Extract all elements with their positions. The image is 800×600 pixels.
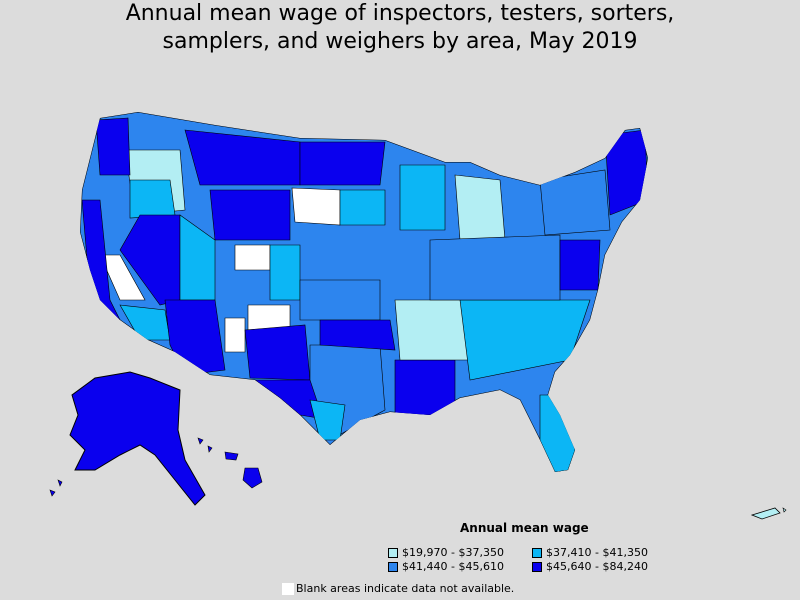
region-new-york (539, 169, 611, 236)
region-louisiana (394, 359, 456, 416)
region-washington-coast (95, 117, 131, 176)
hawaii-big-island (242, 467, 263, 489)
region-sd-east (339, 189, 386, 226)
legend-label-3: $41,440 - $45,610 (402, 560, 504, 573)
legend-item-2: $37,410 - $41,350 (532, 546, 648, 559)
no-data-note: Blank areas indicate data not available. (282, 582, 514, 595)
region-wisconsin (399, 164, 446, 231)
legend-label-2: $37,410 - $41,350 (546, 546, 648, 559)
region-wyoming (209, 189, 291, 241)
alaska-island-1 (57, 479, 63, 487)
continental-us (80, 112, 648, 472)
region-nm-blank (247, 304, 291, 331)
region-arizona (164, 299, 226, 376)
legend-label-4: $45,640 - $84,240 (546, 560, 648, 573)
map-title: Annual mean wage of inspectors, testers,… (0, 0, 800, 56)
region-ohio-indiana (429, 234, 561, 301)
alaska-island-2 (49, 489, 56, 497)
region-colorado-east (269, 244, 301, 301)
alaska (69, 371, 206, 506)
legend-swatch-4 (532, 561, 542, 572)
region-nevada-blank (99, 254, 146, 301)
legend-item-4: $45,640 - $84,240 (532, 560, 648, 573)
region-north-dakota (299, 141, 386, 186)
hawaii-island-1 (197, 437, 204, 445)
hawaii-island-2 (207, 445, 213, 453)
hawaii (197, 437, 263, 489)
puerto-rico (750, 507, 787, 520)
no-data-swatch (282, 582, 294, 595)
title-line-1: Annual mean wage of inspectors, testers,… (125, 1, 675, 26)
region-southeast-mixed (459, 299, 591, 381)
legend-title: Annual mean wage (460, 521, 589, 535)
legend-swatch-3 (388, 561, 398, 572)
virgin-island-1 (782, 507, 787, 513)
legend-item-3: $41,440 - $45,610 (388, 560, 504, 573)
region-kansas (299, 279, 381, 321)
region-az-blank (224, 317, 246, 353)
region-florida (539, 394, 576, 472)
region-oregon-east (129, 179, 176, 219)
region-mid-atlantic (559, 239, 601, 291)
region-texas-south (309, 399, 346, 441)
region-michigan (454, 174, 506, 241)
puerto-rico-main (750, 507, 781, 520)
legend-label-1: $19,970 - $37,350 (402, 546, 504, 559)
no-data-note-text: Blank areas indicate data not available. (296, 582, 515, 595)
region-sd-blank (291, 187, 341, 226)
legend-item-1: $19,970 - $37,350 (388, 546, 504, 559)
region-new-mexico (244, 324, 311, 381)
region-colorado-blank (234, 244, 271, 271)
legend-swatch-1 (388, 547, 398, 558)
title-line-2: samplers, and weighers by area, May 2019 (162, 29, 638, 54)
region-oklahoma (319, 319, 396, 351)
legend-swatch-2 (532, 547, 542, 558)
region-new-england (604, 129, 648, 216)
hawaii-island-3 (224, 451, 239, 461)
